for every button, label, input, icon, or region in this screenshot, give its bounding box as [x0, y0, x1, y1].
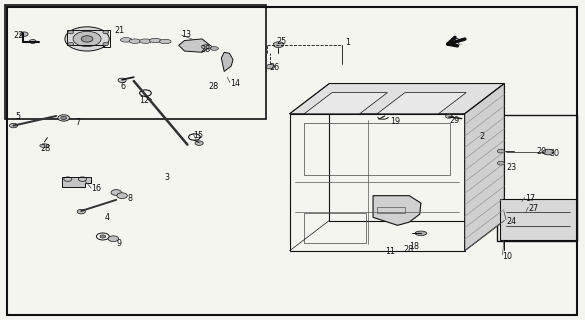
Polygon shape [464, 84, 504, 251]
Bar [377, 207, 405, 212]
Text: 27: 27 [528, 204, 539, 213]
Text: 9: 9 [116, 239, 121, 248]
Text: 23: 23 [506, 163, 516, 172]
Text: 18: 18 [410, 242, 419, 251]
Circle shape [73, 31, 101, 47]
Text: 11: 11 [385, 247, 395, 256]
Text: 6: 6 [121, 82, 125, 91]
Polygon shape [373, 196, 421, 225]
Ellipse shape [140, 39, 152, 44]
Text: 20: 20 [536, 147, 546, 156]
Text: 29: 29 [449, 116, 459, 125]
Polygon shape [377, 92, 466, 114]
Text: 16: 16 [91, 184, 101, 193]
Polygon shape [290, 84, 504, 114]
Ellipse shape [121, 38, 132, 42]
Circle shape [68, 31, 74, 34]
Text: 28: 28 [404, 245, 414, 254]
Bar [500, 199, 576, 240]
Text: 12: 12 [140, 96, 150, 105]
Bar [5, 5, 266, 119]
Text: 28: 28 [208, 82, 219, 91]
Bar [290, 114, 464, 251]
Text: 19: 19 [391, 116, 401, 126]
Polygon shape [62, 177, 91, 187]
Text: 8: 8 [128, 194, 133, 203]
Text: 22: 22 [13, 31, 24, 40]
Text: 2: 2 [479, 132, 484, 140]
Circle shape [195, 141, 203, 145]
Bar [329, 84, 504, 220]
Circle shape [103, 31, 109, 34]
Ellipse shape [415, 231, 426, 236]
Text: 15: 15 [193, 131, 204, 140]
Text: 17: 17 [525, 194, 535, 204]
Text: 26: 26 [269, 63, 279, 72]
Circle shape [20, 32, 28, 36]
Circle shape [543, 149, 553, 155]
Circle shape [9, 123, 18, 128]
Circle shape [103, 43, 109, 46]
Ellipse shape [201, 45, 212, 49]
Text: 24: 24 [506, 217, 516, 226]
Circle shape [497, 149, 504, 153]
Text: 28: 28 [201, 44, 211, 54]
Circle shape [100, 235, 106, 238]
Ellipse shape [160, 39, 171, 44]
Text: 10: 10 [503, 252, 512, 261]
Circle shape [118, 78, 126, 83]
Circle shape [65, 27, 109, 51]
Circle shape [29, 40, 36, 44]
Text: 21: 21 [115, 27, 125, 36]
Ellipse shape [210, 47, 218, 50]
Text: 14: 14 [230, 79, 240, 88]
Polygon shape [178, 39, 211, 52]
Text: FR.: FR. [450, 38, 462, 47]
Text: 30: 30 [549, 149, 559, 158]
Text: 25: 25 [276, 37, 287, 46]
Text: 13: 13 [181, 30, 192, 39]
Circle shape [77, 209, 85, 214]
Circle shape [445, 115, 452, 118]
Circle shape [108, 236, 119, 242]
Circle shape [117, 193, 128, 198]
Circle shape [68, 43, 74, 46]
Bar [304, 213, 366, 243]
Ellipse shape [150, 38, 161, 43]
Circle shape [497, 161, 504, 165]
Bar [497, 116, 577, 241]
Ellipse shape [40, 144, 49, 148]
Bar [304, 124, 450, 175]
Text: 5: 5 [15, 113, 20, 122]
Text: 4: 4 [105, 213, 109, 222]
Text: 28: 28 [40, 144, 50, 153]
Circle shape [111, 190, 122, 196]
Circle shape [266, 64, 274, 69]
Circle shape [81, 36, 93, 42]
Circle shape [273, 42, 284, 48]
Polygon shape [221, 52, 233, 71]
Polygon shape [304, 92, 387, 114]
Text: 1: 1 [345, 38, 350, 47]
Ellipse shape [129, 39, 141, 44]
Circle shape [58, 115, 70, 121]
Text: 7: 7 [75, 118, 81, 127]
Circle shape [61, 116, 67, 120]
Text: 3: 3 [164, 173, 169, 182]
